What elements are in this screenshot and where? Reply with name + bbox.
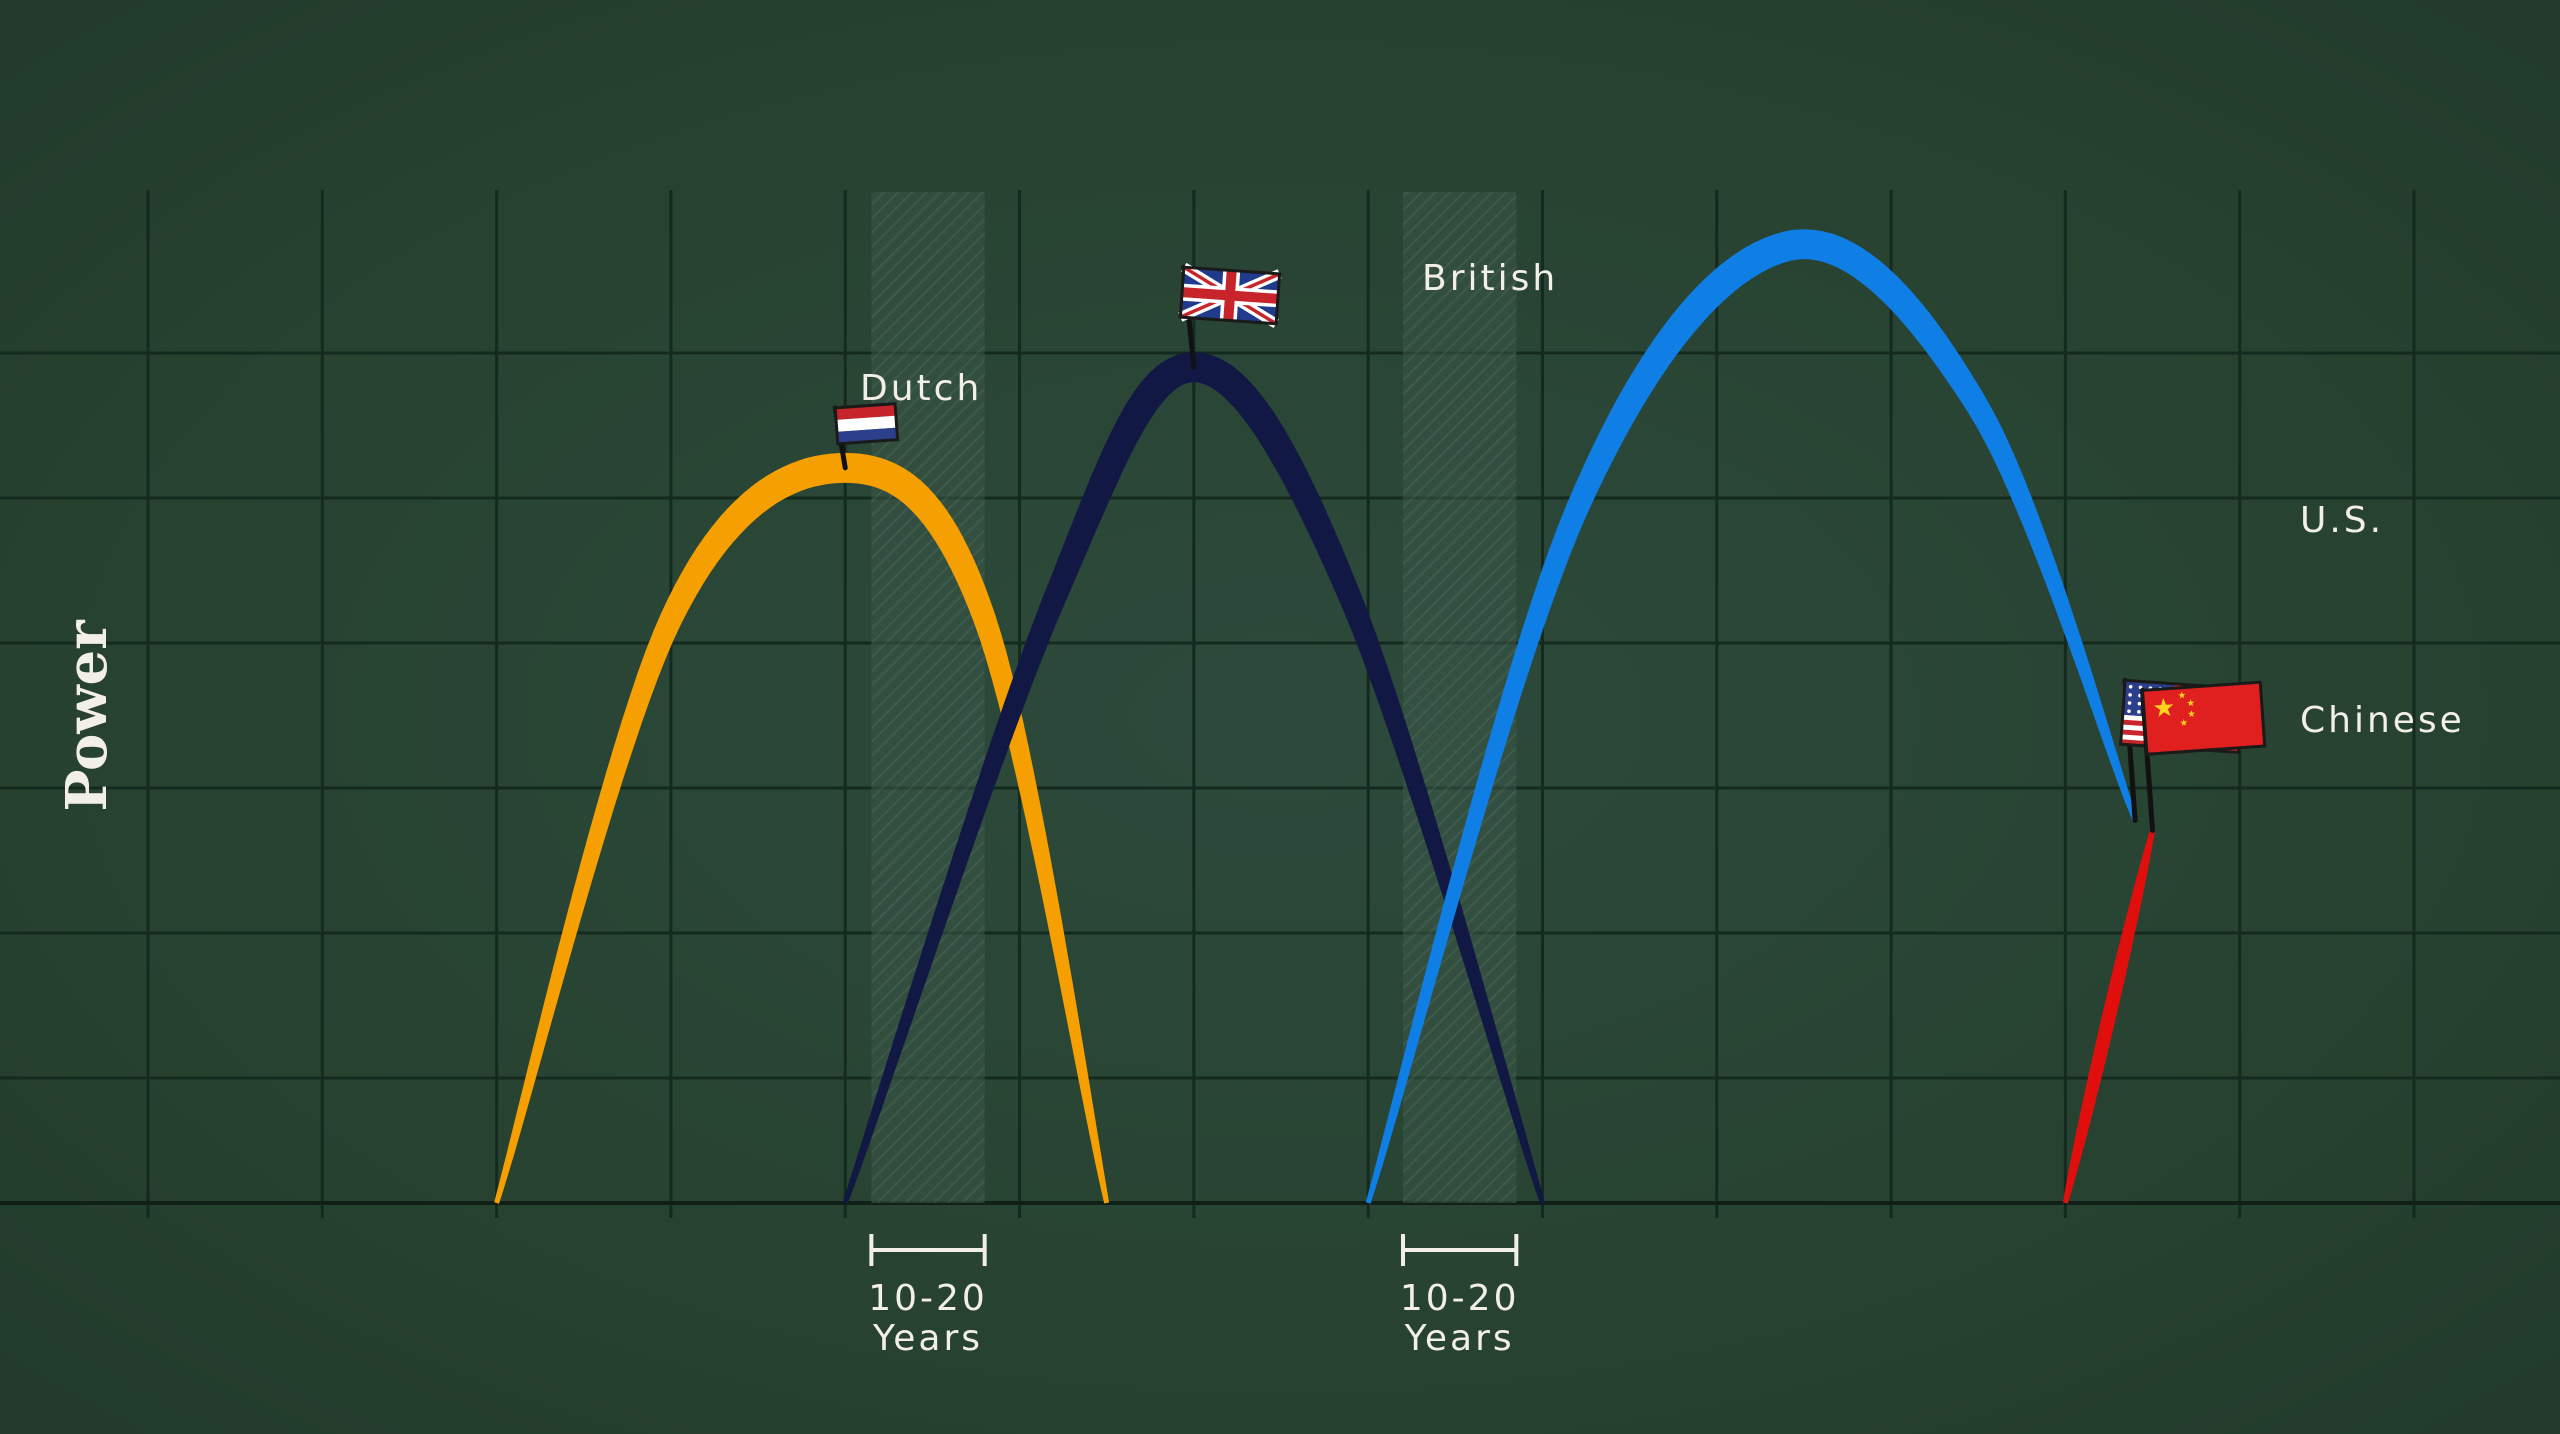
u-s-label: U.S. (2300, 500, 2384, 541)
transition-band (871, 192, 985, 1203)
y-axis-label: Power (54, 619, 120, 812)
uk-flag (1178, 262, 1282, 370)
chinese-curve (2063, 829, 2155, 1204)
power-curves (494, 229, 2155, 1204)
duration-label-line2: Years (1404, 1318, 1515, 1359)
transition-bands (871, 192, 1517, 1203)
duration-label-line1: 10-20 (1400, 1278, 1520, 1319)
dutch-curve (494, 452, 1110, 1204)
dutch-label: Dutch (860, 368, 982, 409)
china-flag (2140, 680, 2267, 833)
chinese-label: Chinese (2300, 700, 2465, 741)
flags: Dutch British U.S. Chinese (832, 258, 2465, 833)
duration-label-line2: Years (872, 1318, 983, 1359)
netherlands-flag (832, 402, 900, 471)
british-curve (842, 352, 1545, 1204)
duration-label-line1: 10-20 (868, 1278, 988, 1319)
british-label: British (1422, 258, 1558, 299)
